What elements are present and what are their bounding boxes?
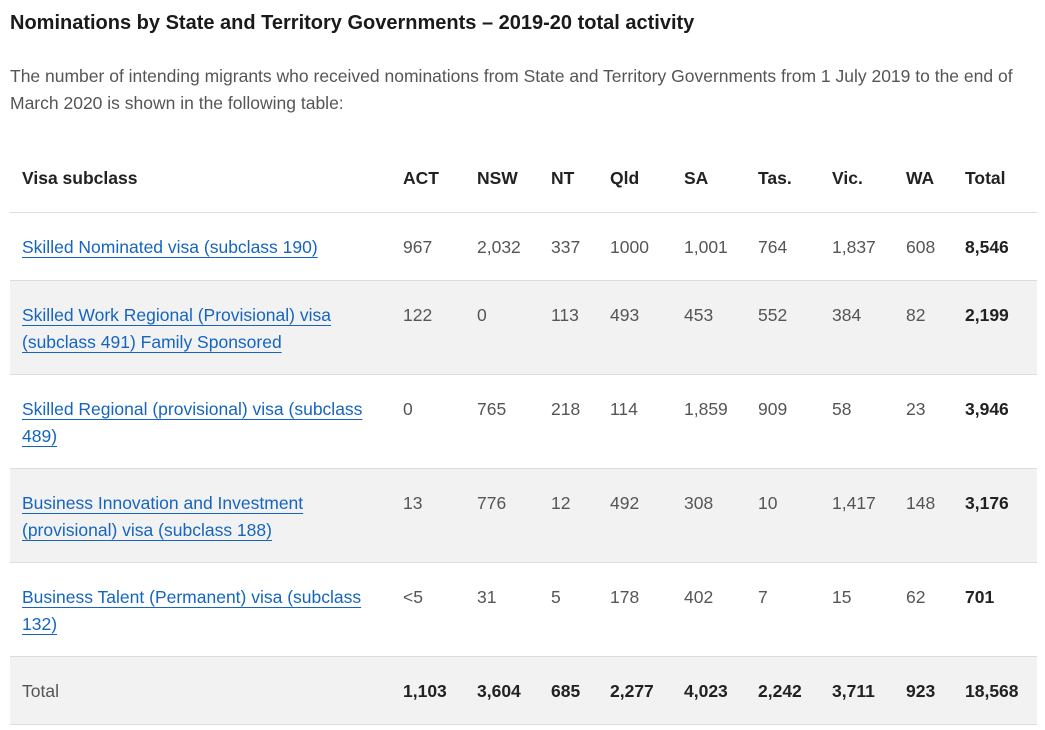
table-cell: 552 (746, 280, 820, 375)
total-cell: 3,711 (820, 656, 894, 725)
table-row: Business Innovation and Investment (prov… (10, 468, 1037, 563)
table-cell: 608 (894, 212, 953, 281)
column-header: Tas. (746, 145, 820, 213)
row-total-cell: 3,946 (953, 374, 1037, 469)
table-cell: 148 (894, 468, 953, 563)
row-total-cell: 2,199 (953, 280, 1037, 375)
table-cell: 62 (894, 562, 953, 657)
visa-cell: Business Talent (Permanent) visa (subcla… (10, 562, 391, 657)
table-cell: 384 (820, 280, 894, 375)
visa-link-subclass-489[interactable]: Skilled Regional (provisional) visa (sub… (22, 399, 363, 446)
table-cell: 113 (539, 280, 598, 375)
column-header: Total (953, 145, 1037, 213)
column-header: Vic. (820, 145, 894, 213)
total-cell: 2,242 (746, 656, 820, 725)
row-total-cell: 701 (953, 562, 1037, 657)
table-cell: 1,001 (672, 212, 746, 281)
visa-cell: Skilled Regional (provisional) visa (sub… (10, 374, 391, 469)
table-cell: 308 (672, 468, 746, 563)
table-cell: 31 (465, 562, 539, 657)
table-row: Business Talent (Permanent) visa (subcla… (10, 562, 1037, 657)
column-header: Visa subclass (10, 145, 391, 213)
table-cell: 218 (539, 374, 598, 469)
visa-link-subclass-491[interactable]: Skilled Work Regional (Provisional) visa… (22, 305, 331, 352)
visa-link-subclass-188[interactable]: Business Innovation and Investment (prov… (22, 493, 304, 540)
table-cell: 15 (820, 562, 894, 657)
intro-paragraph: The number of intending migrants who rec… (10, 66, 1013, 113)
visa-cell: Skilled Work Regional (Provisional) visa… (10, 280, 391, 375)
table-cell: 178 (598, 562, 672, 657)
table-total-row: Total 1,103 3,604 685 2,277 4,023 2,242 … (10, 656, 1037, 725)
visa-link-subclass-190[interactable]: Skilled Nominated visa (subclass 190) (22, 237, 318, 257)
total-cell: 685 (539, 656, 598, 725)
table-cell: 122 (391, 280, 465, 375)
table-cell: 402 (672, 562, 746, 657)
table-cell: 0 (465, 280, 539, 375)
table-cell: 23 (894, 374, 953, 469)
visa-link-subclass-132[interactable]: Business Talent (Permanent) visa (subcla… (22, 587, 362, 634)
table-cell: 58 (820, 374, 894, 469)
table-cell: 967 (391, 212, 465, 281)
column-header: SA (672, 145, 746, 213)
column-header: Qld (598, 145, 672, 213)
visa-cell: Business Innovation and Investment (prov… (10, 468, 391, 563)
table-cell: 1,417 (820, 468, 894, 563)
total-cell: 3,604 (465, 656, 539, 725)
table-cell: 1000 (598, 212, 672, 281)
table-cell: 114 (598, 374, 672, 469)
table-cell: 337 (539, 212, 598, 281)
column-header: NT (539, 145, 598, 213)
table-cell: 2,032 (465, 212, 539, 281)
row-total-cell: 8,546 (953, 212, 1037, 281)
column-header: NSW (465, 145, 539, 213)
table-cell: 493 (598, 280, 672, 375)
total-cell: 4,023 (672, 656, 746, 725)
table-cell: 82 (894, 280, 953, 375)
table-row: Skilled Regional (provisional) visa (sub… (10, 374, 1037, 469)
table-cell: <5 (391, 562, 465, 657)
total-label: Total (10, 656, 391, 725)
table-row: Skilled Work Regional (Provisional) visa… (10, 280, 1037, 375)
column-header: WA (894, 145, 953, 213)
table-cell: 764 (746, 212, 820, 281)
table-cell: 453 (672, 280, 746, 375)
table-header-row: Visa subclass ACT NSW NT Qld SA Tas. Vic… (10, 145, 1037, 213)
table-cell: 492 (598, 468, 672, 563)
nominations-table: Visa subclass ACT NSW NT Qld SA Tas. Vic… (10, 145, 1037, 725)
table-cell: 1,859 (672, 374, 746, 469)
table-cell: 7 (746, 562, 820, 657)
column-header: ACT (391, 145, 465, 213)
table-cell: 909 (746, 374, 820, 469)
table-cell: 1,837 (820, 212, 894, 281)
row-total-cell: 3,176 (953, 468, 1037, 563)
table-cell: 776 (465, 468, 539, 563)
table-cell: 765 (465, 374, 539, 469)
total-cell: 923 (894, 656, 953, 725)
page-heading: Nominations by State and Territory Gover… (10, 12, 695, 34)
total-cell: 1,103 (391, 656, 465, 725)
table-row: Skilled Nominated visa (subclass 190) 96… (10, 212, 1037, 281)
total-cell: 2,277 (598, 656, 672, 725)
grand-total-cell: 18,568 (953, 656, 1037, 725)
table-cell: 12 (539, 468, 598, 563)
visa-cell: Skilled Nominated visa (subclass 190) (10, 212, 391, 281)
table-cell: 5 (539, 562, 598, 657)
table-cell: 13 (391, 468, 465, 563)
table-cell: 10 (746, 468, 820, 563)
table-cell: 0 (391, 374, 465, 469)
